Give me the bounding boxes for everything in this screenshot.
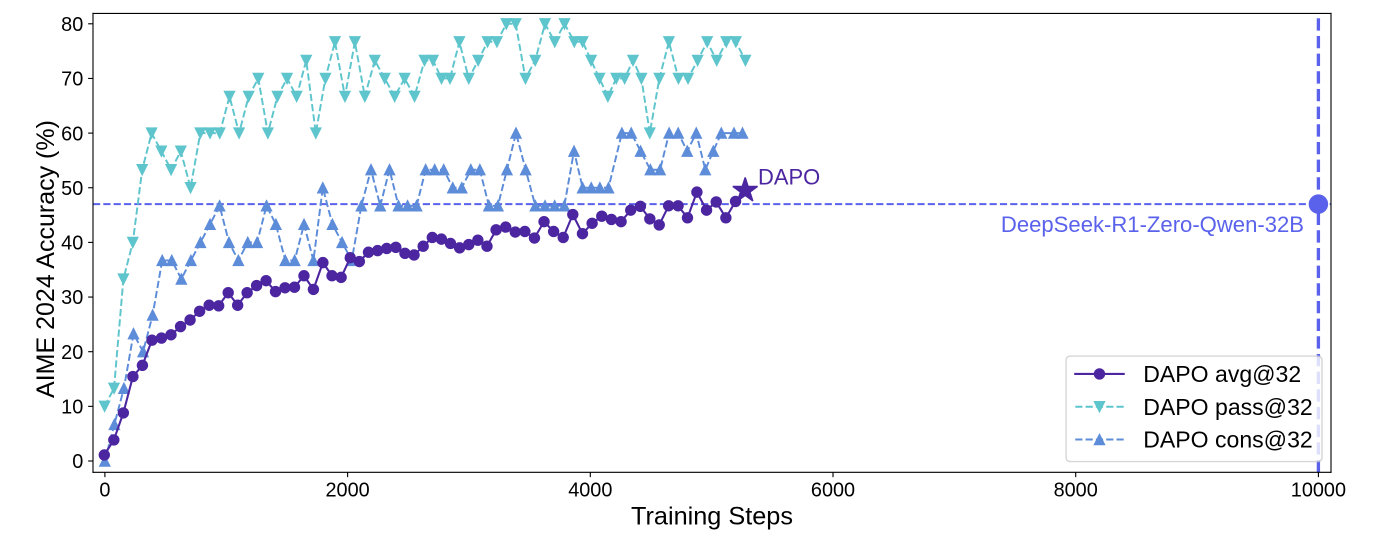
svg-text:DAPO: DAPO (758, 165, 820, 190)
svg-text:70: 70 (61, 69, 83, 91)
svg-text:2000: 2000 (326, 479, 370, 501)
svg-text:10000: 10000 (1291, 479, 1346, 501)
svg-text:30: 30 (61, 287, 83, 309)
svg-text:80: 80 (61, 14, 83, 36)
svg-text:0: 0 (72, 451, 83, 473)
svg-text:20: 20 (61, 342, 83, 364)
svg-text:AIME 2024 Accuracy (%): AIME 2024 Accuracy (%) (32, 120, 60, 398)
svg-text:60: 60 (61, 123, 83, 145)
svg-text:DeepSeek-R1-Zero-Qwen-32B: DeepSeek-R1-Zero-Qwen-32B (1001, 212, 1304, 237)
svg-text:50: 50 (61, 178, 83, 200)
svg-text:10: 10 (61, 397, 83, 419)
svg-text:DAPO cons@32: DAPO cons@32 (1143, 427, 1312, 453)
svg-text:8000: 8000 (1054, 479, 1098, 501)
svg-text:0: 0 (99, 479, 110, 501)
svg-text:Training Steps: Training Steps (631, 502, 793, 530)
svg-text:4000: 4000 (568, 479, 612, 501)
svg-text:40: 40 (61, 233, 83, 255)
svg-text:6000: 6000 (811, 479, 855, 501)
svg-text:DAPO avg@32: DAPO avg@32 (1143, 361, 1301, 387)
svg-text:DAPO pass@32: DAPO pass@32 (1143, 394, 1312, 420)
